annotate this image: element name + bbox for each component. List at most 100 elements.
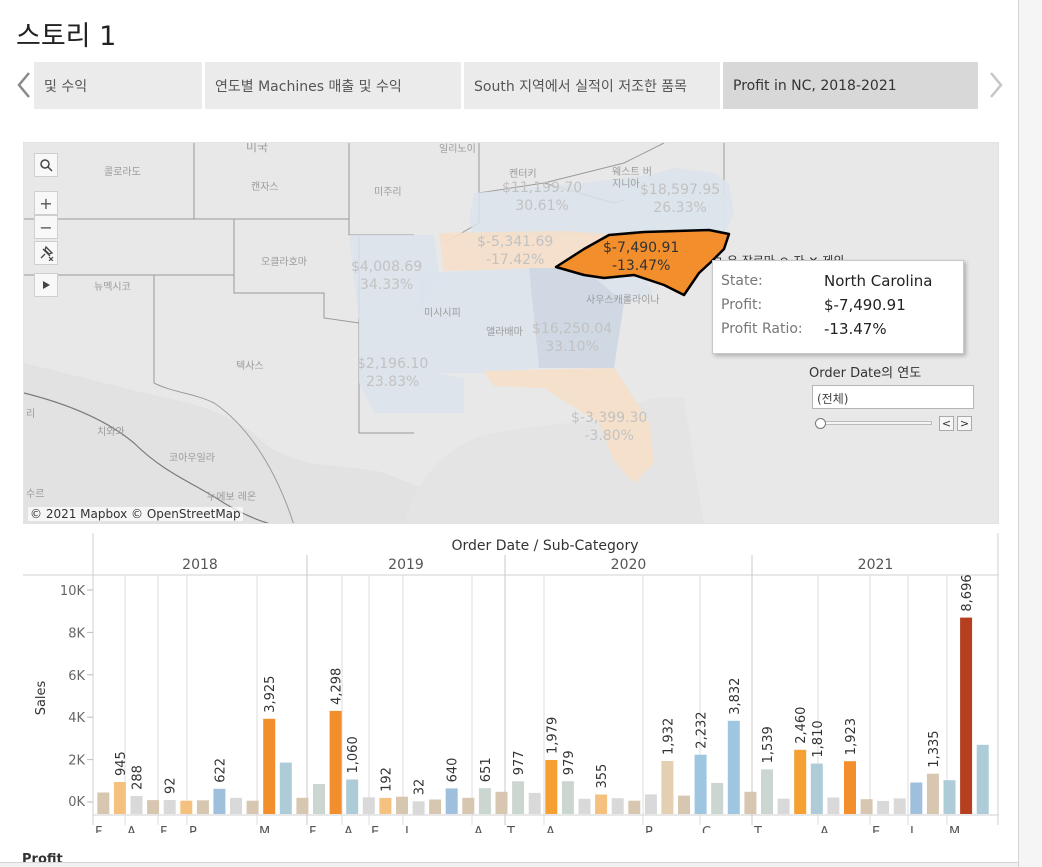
state-label-north-carolina[interactable]: $-7,490.91 -13.47% [603, 239, 679, 275]
zoom-out-button[interactable]: − [34, 215, 58, 239]
sales-bar [230, 797, 242, 814]
tooltip-value: -13.47% [824, 320, 887, 338]
bar-value-label: 355 [595, 764, 610, 789]
chevron-right-icon [990, 72, 1003, 98]
sales-bar [960, 617, 973, 814]
map-basemap [24, 143, 998, 523]
sales-bar [196, 800, 209, 814]
sales-bar [329, 710, 342, 814]
year-header-2018: 2018 [182, 557, 218, 573]
story-prev-button[interactable] [14, 68, 34, 102]
bar-value-label: 3,925 [263, 676, 278, 713]
map-place-label: 미주리 [374, 187, 402, 198]
bar-value-label: 1,932 [661, 718, 676, 755]
tooltip-row-state: State: North Carolina [721, 269, 955, 293]
sales-bar [379, 797, 392, 814]
map-place-label: 사우스캐롤라이나 [586, 295, 660, 306]
bar-value-label: 640 [446, 758, 461, 783]
sales-bar [213, 788, 226, 814]
chevron-left-icon [17, 72, 30, 98]
state-ratio: 30.61% [515, 198, 569, 214]
chevron-left-icon: < [941, 417, 952, 430]
tooltip-key: State: [721, 273, 763, 289]
sales-bar [877, 800, 890, 814]
bar-value-label: 3,832 [728, 678, 743, 715]
plus-icon: + [39, 193, 53, 213]
year-slider-track[interactable] [818, 421, 932, 425]
category-tick-label: P.. [645, 825, 659, 833]
story-tab-label: 연도별 Machines 매출 및 수익 [215, 78, 402, 95]
year-prev-button[interactable]: < [939, 416, 954, 431]
map-place-label: 캔자스 [251, 182, 279, 193]
map-place-label: 웨스트 버지니아 [612, 167, 652, 190]
map-place-label: 치와와 [97, 427, 125, 438]
sales-bar [910, 782, 923, 814]
tooltip-key: Profit: [721, 297, 763, 313]
sales-bar [296, 797, 309, 814]
bar-value-label: 192 [379, 767, 394, 792]
bar-value-label: 1,060 [346, 736, 361, 773]
state-ratio: 23.83% [365, 374, 420, 390]
state-ratio: 34.33% [359, 277, 414, 293]
map-attribution: © 2021 Mapbox © OpenStreetMap [28, 507, 243, 521]
sales-bar [512, 781, 525, 814]
category-tick-label: A.. [546, 825, 563, 833]
state-ratio: -3.80% [584, 428, 634, 444]
story-tab-2[interactable]: 연도별 Machines 매출 및 수익 [205, 62, 463, 109]
tooltip-value: North Carolina [824, 272, 933, 290]
state-label-louisiana: $2,196.10 23.83% [357, 355, 428, 391]
state-ratio: 26.33% [653, 200, 707, 216]
category-tick-label: M.. [259, 825, 278, 833]
category-tick-label: A.. [127, 825, 144, 833]
map-place-label: 켄터키 [509, 169, 537, 180]
zoom-in-button[interactable]: + [34, 191, 58, 215]
map-expand-button[interactable] [34, 273, 58, 297]
story-tab-1[interactable]: 및 수익 [34, 62, 204, 109]
category-tick-label: C.. [702, 825, 719, 833]
state-label-kentucky: $11,199.70 30.61% [502, 179, 582, 215]
state-label-arkansas: $4,008.69 34.33% [351, 258, 422, 294]
state-ratio: -17.42% [485, 252, 545, 268]
map-view[interactable]: 콜로라도 캔자스 미주리 오클라호마 뉴멕시코 텍사스 치와와 코아우일라 누에… [23, 142, 999, 524]
bar-value-label: 1,539 [761, 726, 776, 763]
state-label-tennessee: $-5,341.69 -17.42% [477, 233, 553, 269]
year-next-button[interactable]: > [957, 416, 972, 431]
story-next-button[interactable] [986, 68, 1006, 102]
sales-bar-chart[interactable]: 945 288 92 622 3,925 4,298 1,060 192 32 640 651 977… [23, 533, 999, 833]
sales-bar [661, 761, 674, 814]
sales-bar [810, 763, 823, 814]
state-profit: $16,250.04 [532, 321, 613, 337]
sales-bar [429, 799, 442, 814]
state-label-florida: $-3,399.30 -3.80% [571, 409, 647, 445]
sales-bar [926, 773, 939, 814]
category-tick-label: E.. [371, 825, 387, 833]
tooltip: State: North Carolina Profit: $-7,490.91 P… [712, 260, 964, 354]
category-tick-label: L.. [405, 825, 421, 833]
sales-bar [445, 788, 458, 814]
state-profit: $2,196.10 [357, 356, 429, 372]
map-pin-button[interactable] [34, 241, 58, 265]
story-tab-4-active[interactable]: Profit in NC, 2018-2021 [723, 62, 980, 109]
state-profit: $-3,399.30 [571, 410, 648, 426]
sales-bar [412, 801, 425, 815]
category-tick-label: F.. [160, 825, 174, 833]
sales-bar [113, 782, 126, 814]
year-filter-select[interactable]: (전체) [812, 385, 974, 409]
map-place-label: 코아우일라 [169, 453, 215, 464]
map-search-button[interactable] [34, 153, 58, 177]
story-tab-3[interactable]: South 지역에서 실적이 저조한 품목 [464, 62, 722, 109]
sales-bar [794, 749, 807, 814]
story-title: 스토리 1 [16, 21, 117, 52]
sales-bar [644, 794, 657, 814]
year-header-2019: 2019 [388, 557, 424, 573]
sales-bar [727, 720, 740, 814]
state-profit: $-7,490.91 [603, 240, 680, 256]
year-slider-handle[interactable] [815, 418, 826, 429]
year-header-2021: 2021 [858, 557, 894, 573]
bar-value-label: 2,232 [695, 711, 710, 748]
sales-bar [595, 794, 608, 814]
bar-value-label: 288 [131, 765, 146, 790]
sales-bar [246, 800, 259, 814]
sales-bar [478, 788, 491, 814]
